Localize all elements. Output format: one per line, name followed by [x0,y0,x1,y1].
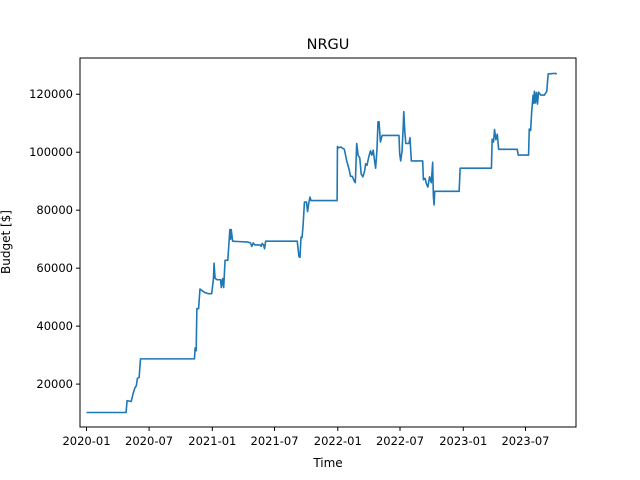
y-axis-label: Budget [$] [0,210,13,274]
y-tick-label: 20000 [36,377,73,391]
x-tick-label: 2022-07 [376,434,424,448]
x-tick-label: 2021-01 [188,434,236,448]
y-tick-label: 100000 [29,145,73,159]
y-tick-label: 120000 [29,87,73,101]
x-tick-label: 2022-01 [314,434,362,448]
y-axis: 20000 40000 60000 80000 100000 120000 [29,87,80,391]
x-tick-label: 2020-01 [62,434,110,448]
x-tick-label: 2023-01 [439,434,487,448]
series-line [86,72,558,414]
plot-area [79,57,577,428]
plot-frame [79,57,577,428]
y-tick-label: 80000 [36,203,73,217]
x-axis-label: Time [312,456,342,470]
y-tick-label: 60000 [36,261,73,275]
x-tick-label: 2020-07 [125,434,173,448]
x-tick-label: 2023-07 [501,434,549,448]
y-tick-label: 40000 [36,319,73,333]
x-tick-label: 2021-07 [251,434,299,448]
series-layer [86,72,558,414]
chart-title: NRGU [307,37,350,53]
x-axis: 2020-01 2020-07 2021-01 2021-07 2022-01 2022-… [62,427,550,448]
